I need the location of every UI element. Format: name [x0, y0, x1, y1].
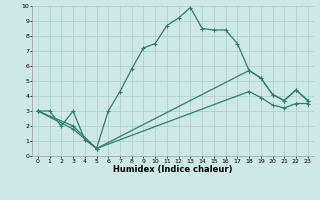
- X-axis label: Humidex (Indice chaleur): Humidex (Indice chaleur): [113, 165, 233, 174]
